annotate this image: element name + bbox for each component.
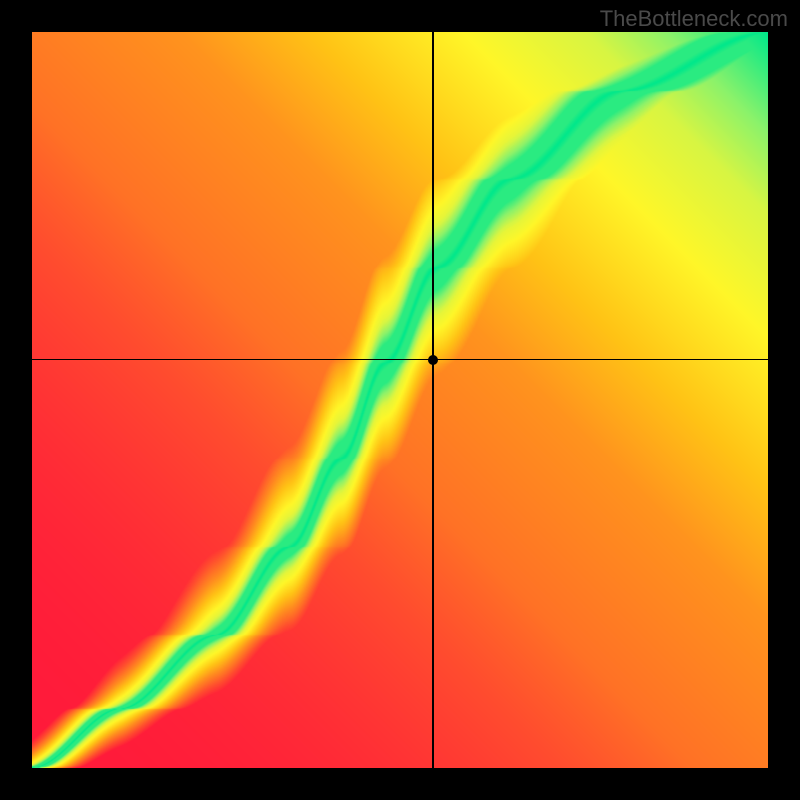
heatmap-canvas [32,32,768,768]
watermark-text: TheBottleneck.com [600,6,788,32]
crosshair-horizontal [32,359,768,361]
focus-marker [428,355,438,365]
heatmap-chart [32,32,768,768]
crosshair-vertical [432,32,434,768]
